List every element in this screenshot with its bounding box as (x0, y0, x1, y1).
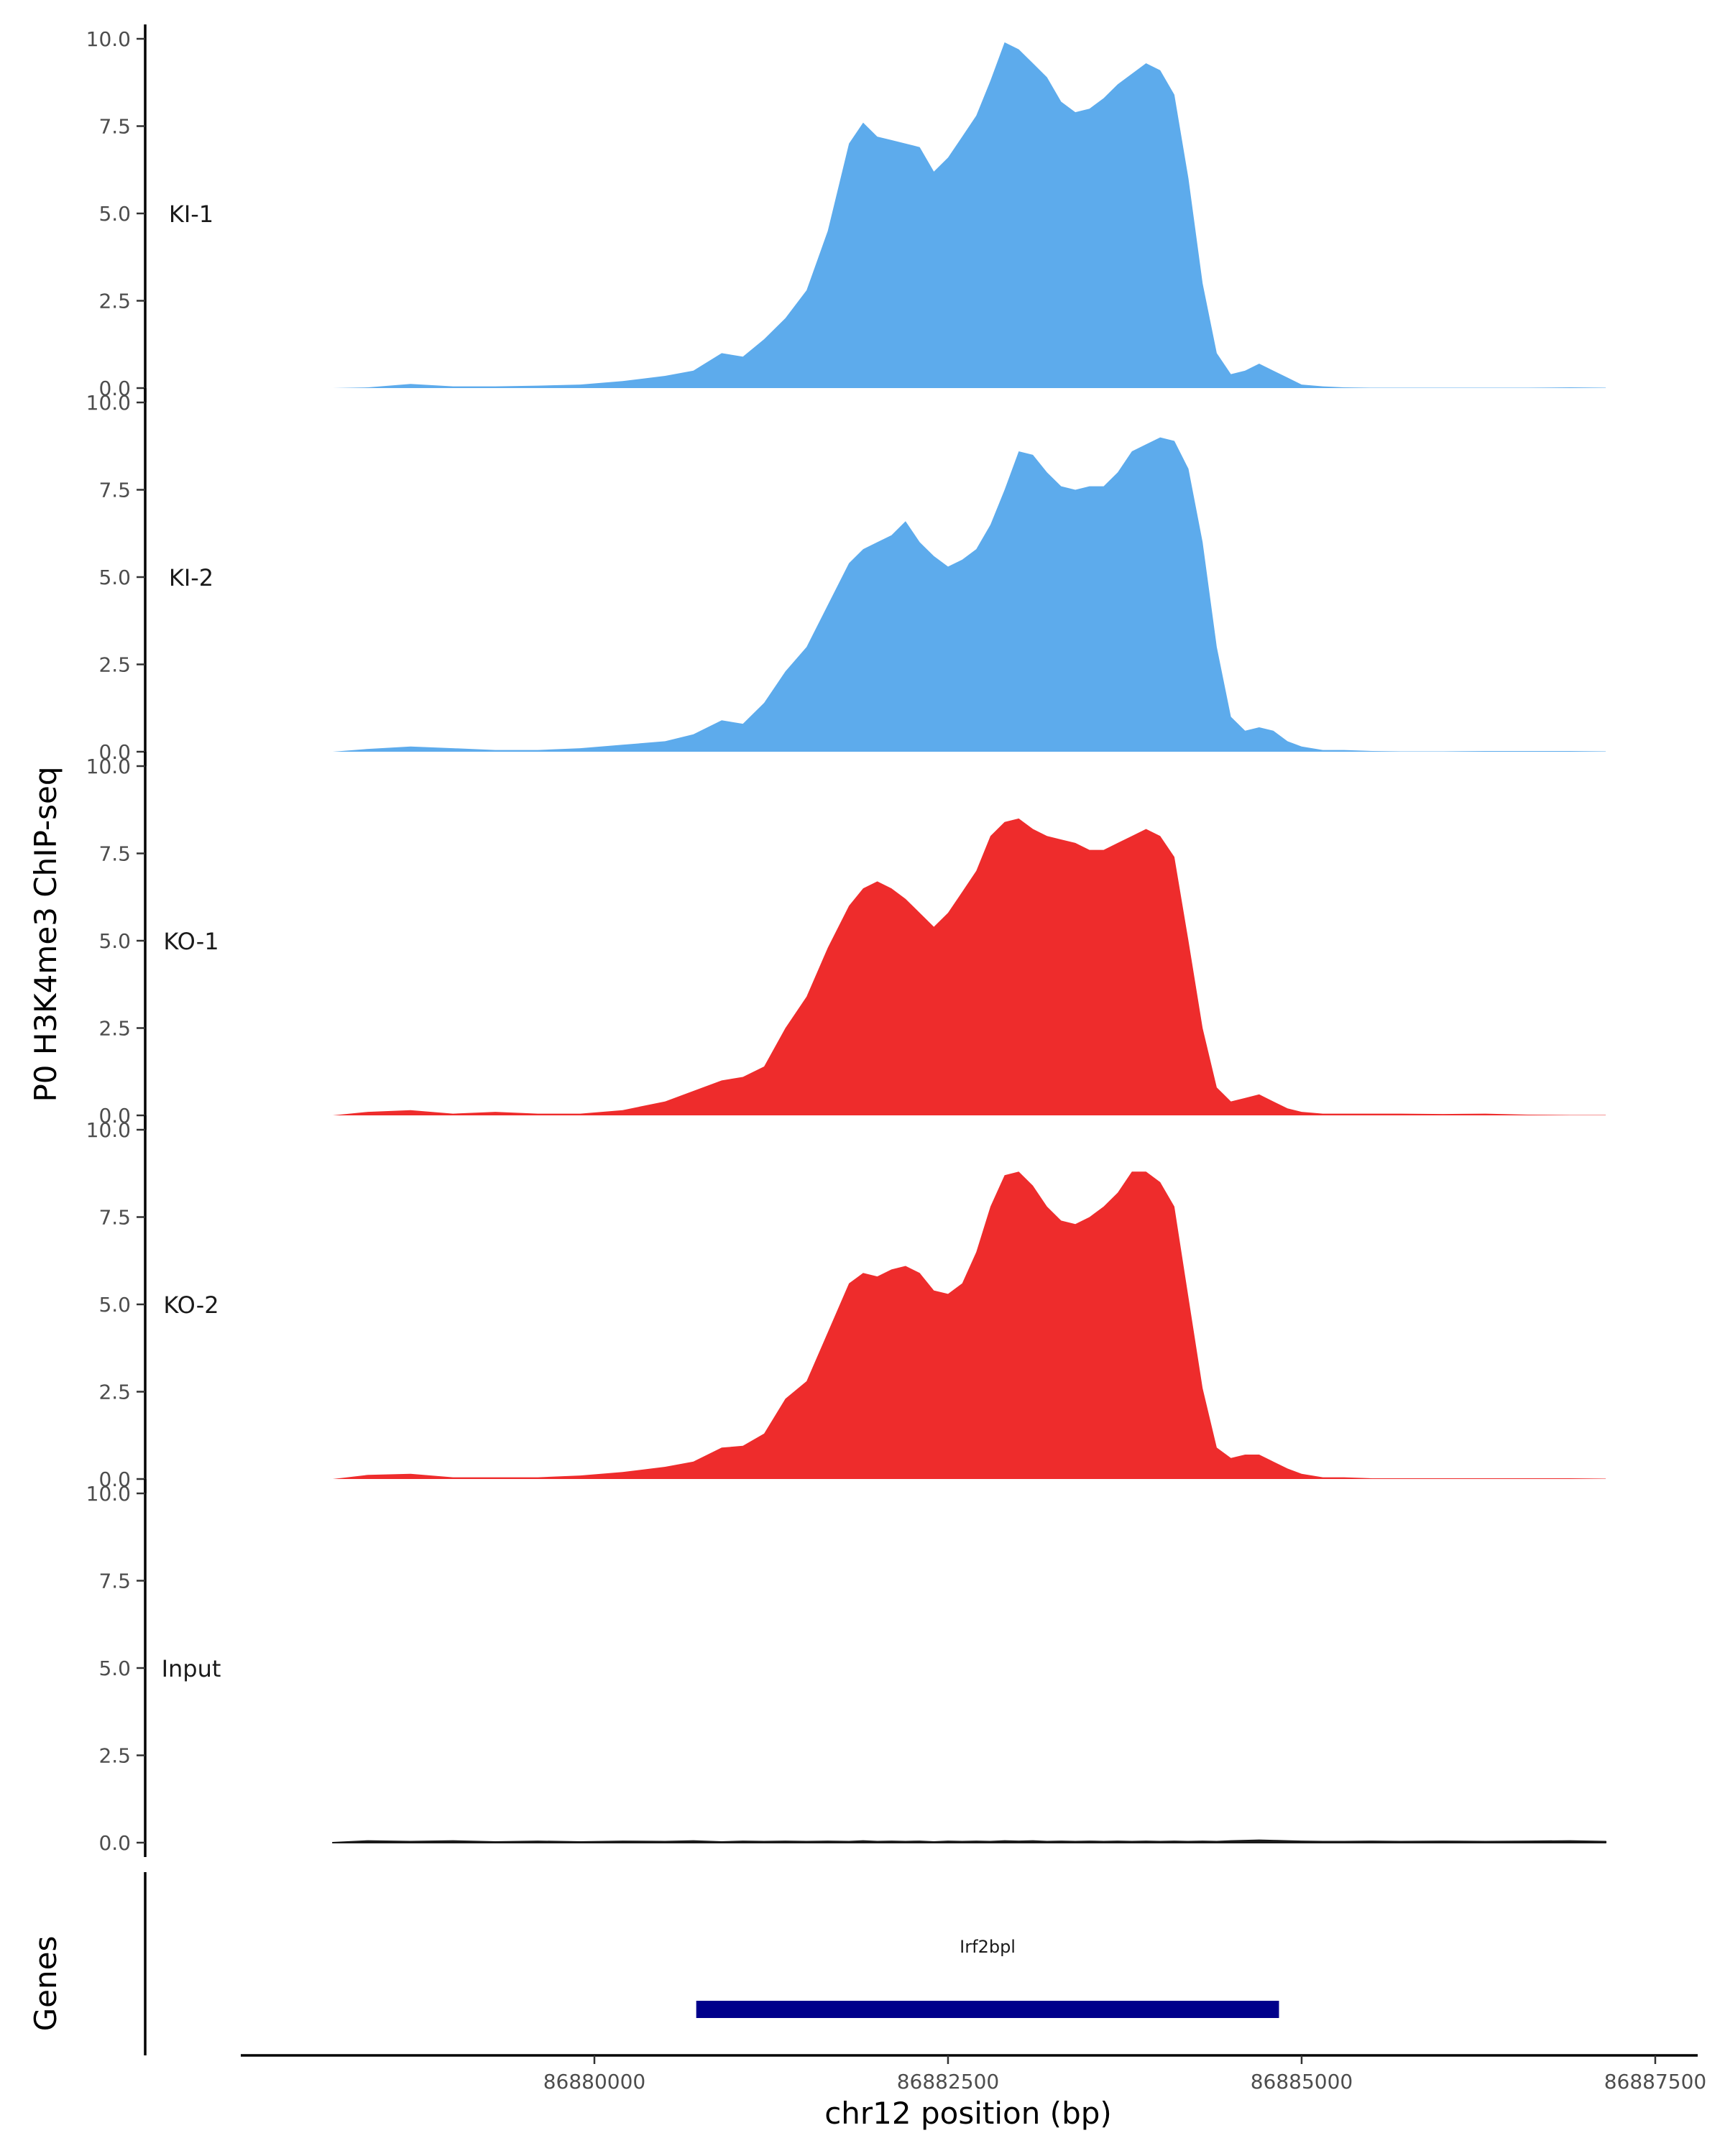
track-label: KI-2 (169, 564, 213, 591)
y-tick-label: 2.5 (98, 290, 131, 313)
track-input: 0.0 2.5 5.0 7.5 10.0 Input (86, 1479, 1607, 1857)
x-axis-title: chr12 position (bp) (824, 2096, 1112, 2131)
track-ko-1: 0.0 2.5 5.0 7.5 10.0 KO-1 (86, 752, 1606, 1130)
y-axis-title: P0 H3K4me3 ChIP-seq (28, 766, 63, 1102)
y-tick-label: 2.5 (98, 653, 131, 677)
y-tick-label: 5.0 (98, 1657, 131, 1680)
track-ko-2: 0.0 2.5 5.0 7.5 10.0 KO-2 (86, 1115, 1606, 1493)
y-tick-label: 10.0 (86, 755, 131, 778)
genes-axis-title: Genes (28, 1936, 63, 2032)
track-label: KO-1 (163, 928, 218, 955)
x-tick-label: 86882500 (897, 2070, 1000, 2093)
coverage-area (332, 42, 1606, 389)
y-tick-label: 0.0 (98, 377, 131, 400)
track-ki-1: 0.0 2.5 5.0 7.5 10.0 KI-1 (86, 24, 1606, 402)
y-tick-label: 7.5 (98, 115, 131, 139)
track-ki-2: 0.0 2.5 5.0 7.5 10.0 KI-2 (86, 388, 1606, 766)
track-label: Input (162, 1655, 221, 1682)
y-tick-label: 2.5 (98, 1017, 131, 1041)
y-tick-label: 7.5 (98, 1206, 131, 1230)
y-tick-label: 2.5 (98, 1744, 131, 1768)
gene-label: Irf2bpl (960, 1937, 1016, 1957)
y-tick-label: 2.5 (98, 1381, 131, 1404)
track-label: KI-1 (169, 201, 213, 228)
coverage-area (332, 1171, 1606, 1479)
gene-bar (696, 2001, 1279, 2018)
x-axis: 86880000 86882500 86885000 86887500 (241, 2054, 1707, 2093)
gene-track: Irf2bpl (144, 1872, 1279, 2055)
coverage-area (332, 437, 1606, 752)
y-tick-label: 7.5 (98, 842, 131, 866)
y-tick-label: 10.0 (86, 1482, 131, 1506)
y-tick-label: 10.0 (86, 27, 131, 51)
y-tick-label: 7.5 (98, 1570, 131, 1593)
y-tick-label: 0.0 (98, 1104, 131, 1128)
y-tick-label: 0.0 (98, 1831, 131, 1855)
y-tick-label: 5.0 (98, 566, 131, 589)
y-tick-label: 5.0 (98, 1293, 131, 1317)
x-tick-label: 86885000 (1251, 2070, 1353, 2093)
y-tick-label: 0.0 (98, 740, 131, 764)
y-tick-label: 10.0 (86, 391, 131, 415)
y-tick-label: 7.5 (98, 479, 131, 502)
coverage-tracks: 0.0 2.5 5.0 7.5 10.0 KI-1 0.0 2.5 5.0 7.5 10.0 KI-2… (86, 24, 1607, 1857)
track-label: KO-2 (163, 1291, 218, 1319)
x-tick-label: 86887500 (1604, 2070, 1707, 2093)
coverage-area (331, 1839, 1607, 1843)
y-tick-label: 5.0 (98, 929, 131, 953)
x-tick-label: 86880000 (543, 2070, 646, 2093)
coverage-area (332, 818, 1606, 1115)
y-tick-label: 5.0 (98, 202, 131, 226)
y-tick-label: 10.0 (86, 1118, 131, 1142)
y-tick-label: 0.0 (98, 1468, 131, 1491)
